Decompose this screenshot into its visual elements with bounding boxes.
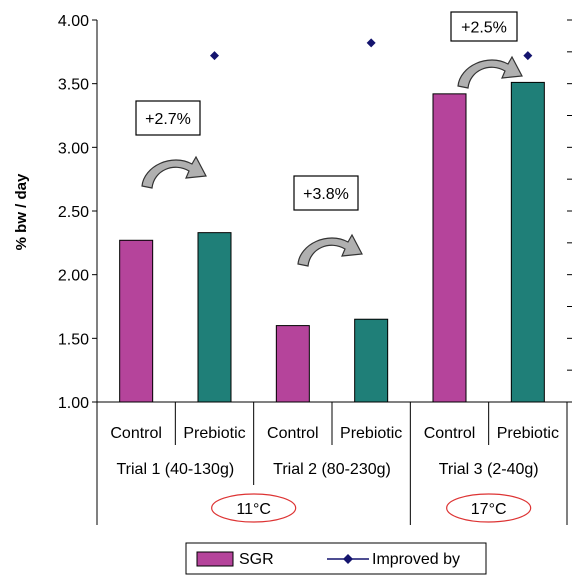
bar-1 [119, 239, 154, 403]
y-tick-label: 3.50 [58, 77, 89, 94]
annotations: +2.7% +3.8% +2.5% [135, 11, 518, 211]
improved-by-point [523, 51, 533, 61]
x-category-label: Prebiotic [183, 425, 245, 442]
annotation-border [135, 100, 201, 136]
y-tick-label: 1.00 [58, 395, 89, 412]
legend-swatch-sgr [196, 551, 234, 567]
y-tick-label: 4.00 [58, 13, 89, 30]
legend: SGR Improved by [185, 542, 487, 575]
x-group-label: Trial 2 (80-230g) [273, 461, 391, 478]
annotation-label: +2.7% [145, 111, 191, 128]
y-tick-label: 1.50 [58, 331, 89, 348]
legend-label-sgr: SGR [239, 551, 274, 568]
temperature-label: 11°C [211, 493, 297, 523]
x-category-label: Control [267, 425, 319, 442]
legend-label-improved: Improved by [372, 551, 460, 568]
arrow-trial-2 [297, 233, 363, 267]
arrow-shape [141, 155, 207, 189]
x-group-label: Trial 3 (2-40g) [439, 461, 539, 478]
annotation-box: +2.5% [450, 11, 518, 42]
y-tick-label: 2.00 [58, 268, 89, 285]
arrow-shape [297, 233, 363, 267]
temperature-label: 17°C [446, 493, 532, 523]
arrow-shape [457, 55, 523, 89]
x-axis: Control Prebiotic Control Prebiotic Control P… [96, 401, 568, 525]
bar-3 [275, 325, 310, 403]
y-axis-label: % bw / day [13, 173, 30, 250]
improved-by-point [210, 51, 219, 61]
x-category-label: Prebiotic [497, 425, 559, 442]
bar-6 [510, 81, 545, 403]
x-group-label: Trial 1 (40-130g) [116, 461, 234, 478]
improved-by-markers [210, 38, 533, 61]
temperature-ellipse [211, 493, 297, 523]
annotation-border [450, 11, 518, 42]
annotation-label: +2.5% [461, 20, 507, 37]
bars [119, 81, 545, 403]
annotation-box: +3.8% [293, 175, 359, 211]
temperature-text: 17°C [471, 501, 507, 518]
y-tick-label: 2.50 [58, 204, 89, 221]
bar-4 [354, 318, 389, 403]
annotation-box: +2.7% [135, 100, 201, 136]
arrow-trial-1 [141, 155, 207, 189]
legend-marker-improved [343, 554, 353, 564]
annotation-label: +3.8% [303, 186, 349, 203]
y-tick-label: 3.00 [58, 140, 89, 157]
annotation-border [293, 175, 359, 211]
improved-by-point [366, 38, 376, 48]
temperature-text: 11°C [236, 501, 271, 518]
arrow-trial-3 [457, 55, 523, 89]
temperature-ellipse [446, 493, 532, 523]
x-category-label: Control [424, 425, 476, 442]
bar-5 [432, 93, 467, 403]
y-axis: 1.00 1.50 2.00 2.50 3.00 3.50 4.00 [58, 13, 572, 412]
curved-arrows [141, 55, 523, 267]
x-category-label: Prebiotic [340, 425, 402, 442]
x-category-label: Control [110, 425, 162, 442]
bar-2 [197, 232, 232, 403]
